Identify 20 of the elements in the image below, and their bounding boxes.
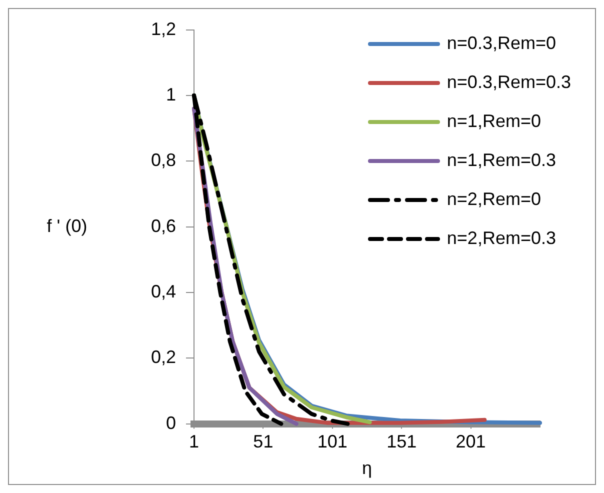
x-tick-label: 151 [386,432,417,452]
legend-label: n=0.3,Rem=0.3 [446,72,571,93]
y-tick-label: 0 [166,412,176,433]
legend-label: n=0.3,Rem=0 [446,33,556,54]
x-tick-label: 101 [317,432,348,452]
x-axis-title: η [362,458,372,478]
legend-label: n=1,Rem=0 [446,111,541,132]
legend-label: n=1,Rem=0.3 [446,150,556,171]
y-axis-title: f ' (0) [46,216,88,236]
y-tick-label: 0,6 [150,216,176,236]
y-tick-label: 1 [166,84,176,104]
legend-label: n=2,Rem=0.3 [446,228,556,249]
legend-label: n=2,Rem=0 [446,189,541,210]
y-tick-label: 0,4 [150,281,176,302]
x-tick-label: 51 [253,432,274,452]
y-tick-label: 0,2 [150,347,176,368]
x-tick-label: 201 [456,432,486,452]
y-tick-label: 0,8 [150,150,176,170]
x-tick-label: 1 [188,432,200,452]
y-tick-label: 1,2 [150,18,176,39]
